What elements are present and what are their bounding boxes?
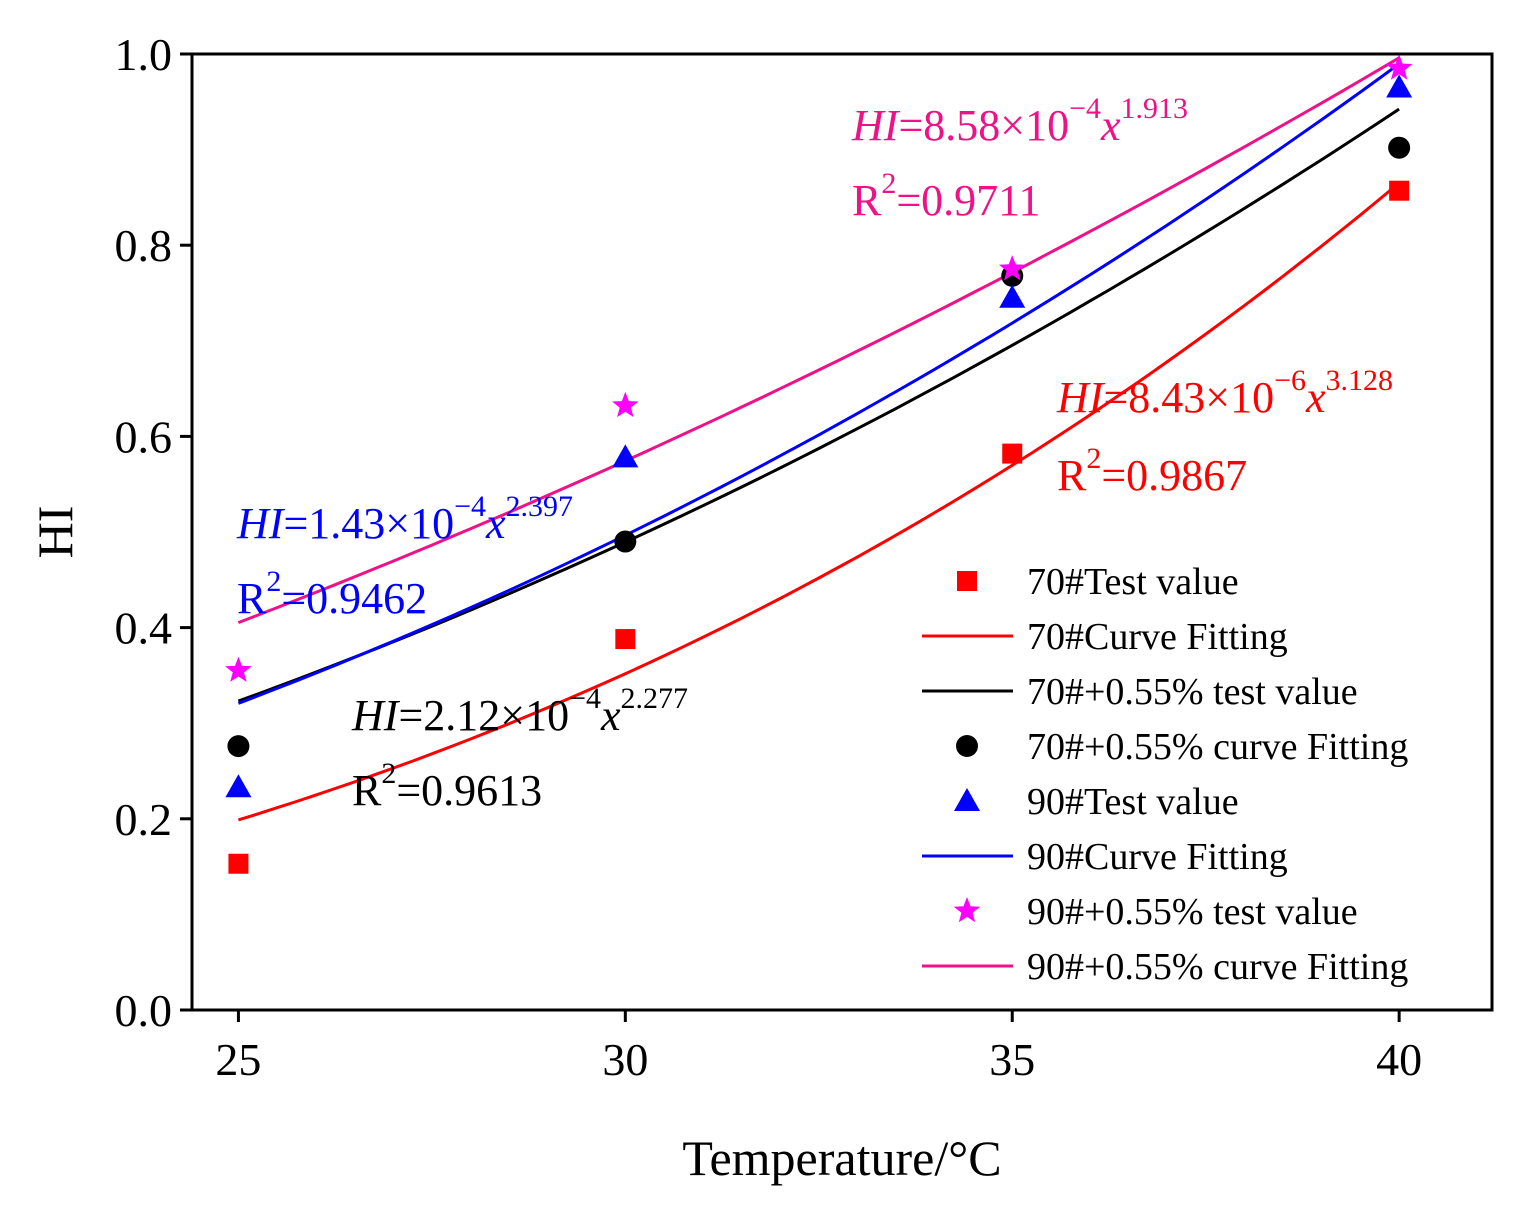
y-tick-label: 1.0 <box>115 29 173 80</box>
data-point-3-0 <box>227 735 250 758</box>
x-axis-ticks: 25 30 35 40 <box>215 1010 1422 1085</box>
annotation-pink-r2: R2=0.9711 <box>852 167 1041 225</box>
legend-label-1: 70#Curve Fitting <box>1027 616 1288 658</box>
annotation-pink: HI=8.58×10−4x1.913 R2=0.9711 <box>851 92 1188 225</box>
x-tick-label: 30 <box>602 1034 648 1085</box>
plot-frame <box>190 52 1494 1012</box>
annotation-red-equation: HI=8.43×10−6x3.128 <box>1056 364 1393 422</box>
annotation-black: HI=2.12×10−4x2.277 R2=0.9613 <box>351 682 688 815</box>
data-points <box>225 54 1413 874</box>
legend-label-4: 90#Test value <box>1027 781 1239 823</box>
legend-label-2: 70#+0.55% test value <box>1027 671 1358 713</box>
legend-marker-3 <box>956 735 978 757</box>
y-tick-label: 0.4 <box>115 603 173 654</box>
legend-label-3: 70#+0.55% curve Fitting <box>1027 726 1408 768</box>
data-point-0-1 <box>615 629 636 650</box>
annotation-black-equation: HI=2.12×10−4x2.277 <box>351 682 688 740</box>
data-point-0-3 <box>1389 180 1410 201</box>
annotation-red-r2: R2=0.9867 <box>1057 442 1247 500</box>
data-point-6-0 <box>225 656 252 682</box>
data-point-6-2 <box>998 255 1026 281</box>
x-tick-label: 35 <box>989 1034 1035 1085</box>
legend-marker-0 <box>957 571 977 591</box>
y-tick-label: 0.8 <box>115 220 173 271</box>
fit-curves <box>237 56 1401 822</box>
x-tick-label: 40 <box>1376 1034 1422 1085</box>
y-tick-label: 0.0 <box>115 985 173 1036</box>
annotation-blue-r2: R2=0.9462 <box>237 565 427 623</box>
legend-label-6: 90#+0.55% test value <box>1027 891 1358 933</box>
y-tick-label: 0.2 <box>115 794 173 845</box>
legend-label-5: 90#Curve Fitting <box>1027 836 1288 878</box>
y-tick-label: 0.6 <box>115 411 173 462</box>
data-point-0-2 <box>1002 443 1023 464</box>
data-point-4-0 <box>225 774 252 798</box>
legend-label-0: 70#Test value <box>1027 561 1239 603</box>
legend-marker-6 <box>953 897 981 923</box>
data-point-6-1 <box>612 391 639 418</box>
annotation-blue: HI=1.43×10−4x2.397 R2=0.9462 <box>236 490 573 623</box>
annotation-red: HI=8.43×10−6x3.128 R2=0.9867 <box>1056 364 1393 500</box>
fit-curve-5 <box>237 62 1400 705</box>
x-axis-title: Temperature/°C <box>682 1130 1001 1186</box>
data-point-6-3 <box>1385 54 1413 80</box>
x-tick-label: 25 <box>215 1034 261 1085</box>
annotation-blue-equation: HI=1.43×10−4x2.397 <box>236 490 573 548</box>
legend-marker-4 <box>954 788 980 811</box>
data-point-3-1 <box>614 530 637 553</box>
data-point-4-3 <box>1386 74 1413 98</box>
fit-curve-7 <box>237 56 1400 624</box>
fit-curve-1 <box>237 181 1401 822</box>
y-axis-title: HI <box>27 506 83 559</box>
annotation-black-r2: R2=0.9613 <box>352 757 542 815</box>
data-point-4-2 <box>999 284 1026 308</box>
data-point-3-3 <box>1388 136 1411 159</box>
legend-label-7: 90#+0.55% curve Fitting <box>1027 946 1408 988</box>
plot-area <box>225 54 1413 874</box>
y-axis-ticks: 0.0 0.2 0.4 0.6 0.8 1.0 <box>115 29 192 1036</box>
data-point-4-1 <box>612 444 639 468</box>
data-point-0-0 <box>228 853 249 874</box>
legend: 70#Test value 70#Curve Fitting 70#+0.55% t… <box>922 561 1408 988</box>
annotation-pink-equation: HI=8.58×10−4x1.913 <box>851 92 1188 150</box>
